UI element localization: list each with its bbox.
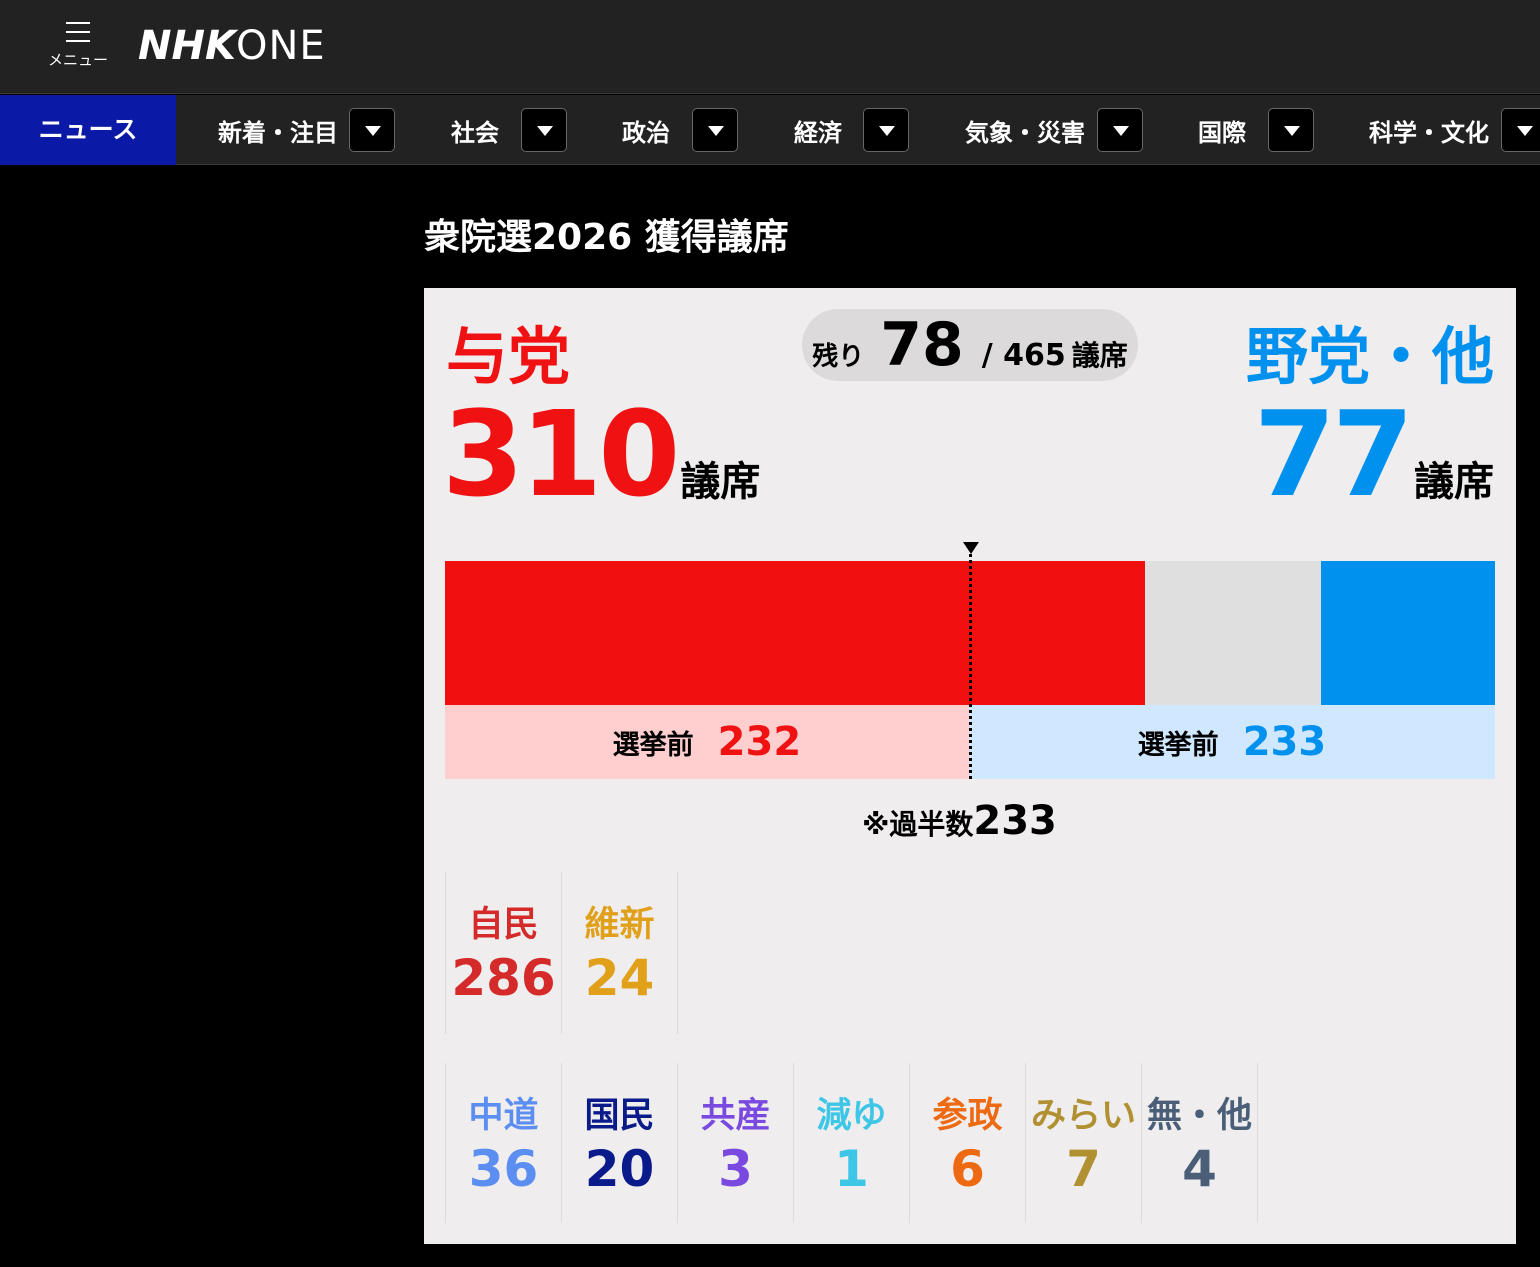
remaining-seats-pill: 残り 78 / 465 議席 bbox=[802, 309, 1138, 381]
ruling-seat-number: 310 bbox=[442, 385, 680, 523]
nav-item-science-culture: 科学・文化 bbox=[1369, 95, 1540, 165]
party-cell[interactable]: 中道 36 bbox=[445, 1063, 562, 1223]
caret-down-icon bbox=[537, 126, 553, 136]
party-seats: 6 bbox=[950, 1140, 985, 1198]
opposition-seat-number: 77 bbox=[1253, 385, 1414, 523]
party-seats: 3 bbox=[718, 1140, 753, 1198]
majority-marker-icon bbox=[963, 542, 979, 554]
nav-dropdown-button[interactable] bbox=[521, 108, 567, 152]
party-cell[interactable]: みらい 7 bbox=[1025, 1063, 1142, 1223]
opposition-seat-count: 77 議席 bbox=[1254, 392, 1494, 516]
seat-bar-opposition bbox=[1321, 561, 1495, 705]
top-header: メニュー NHKONE bbox=[0, 0, 1540, 94]
nav-dropdown-button[interactable] bbox=[692, 108, 738, 152]
party-cell[interactable]: 維新 24 bbox=[561, 872, 678, 1034]
nav-item-new-featured: 新着・注目 bbox=[218, 95, 395, 165]
nav-item-label[interactable]: 新着・注目 bbox=[218, 118, 338, 147]
nav-item-weather-disaster: 気象・災害 bbox=[965, 95, 1143, 165]
party-name: 無・他 bbox=[1146, 1096, 1252, 1136]
caret-down-icon bbox=[1517, 126, 1533, 136]
caret-down-icon bbox=[365, 126, 381, 136]
majority-note: ※過半数233 bbox=[424, 798, 1474, 844]
logo-nhk-text: NHK bbox=[138, 23, 236, 69]
party-name: みらい bbox=[1030, 1096, 1136, 1136]
previous-opposition-value: 233 bbox=[1242, 719, 1327, 765]
opposition-parties-row: 中道 36 国民 20 共産 3 減ゆ 1 参政 6 みらい 7 無・他 4 bbox=[445, 1063, 1258, 1223]
logo-one-text: ONE bbox=[235, 23, 326, 69]
ruling-coalition-label: 与党 bbox=[446, 320, 571, 393]
page-title: 衆院選2026 獲得議席 bbox=[424, 217, 789, 258]
category-nav: ニュース 新着・注目 社会 政治 経済 気象・災害 国際 科学・文化 bbox=[0, 95, 1540, 165]
party-cell[interactable]: 自民 286 bbox=[445, 872, 562, 1034]
previous-ruling-box: 選挙前 232 bbox=[445, 705, 969, 779]
party-seats: 7 bbox=[1066, 1140, 1101, 1198]
remaining-label: 残り bbox=[812, 342, 865, 372]
party-seats: 20 bbox=[584, 1140, 655, 1198]
nav-item-international: 国際 bbox=[1198, 95, 1314, 165]
nhk-one-logo[interactable]: NHKONE bbox=[138, 24, 326, 68]
opposition-seat-unit: 議席 bbox=[1414, 459, 1494, 505]
party-seats: 36 bbox=[468, 1140, 539, 1198]
nav-dropdown-button[interactable] bbox=[863, 108, 909, 152]
seat-results-card: 与党 野党・他 残り 78 / 465 議席 310 議席 77 議席 選挙前 23… bbox=[424, 288, 1516, 1244]
nav-tab-news[interactable]: ニュース bbox=[0, 95, 176, 165]
nav-item-politics: 政治 bbox=[622, 95, 738, 165]
seat-bar-ruling bbox=[445, 561, 1145, 705]
nav-item-label[interactable]: 気象・災害 bbox=[965, 118, 1085, 147]
majority-value: 233 bbox=[973, 798, 1057, 844]
previous-label: 選挙前 bbox=[612, 729, 694, 761]
majority-line bbox=[969, 554, 972, 779]
party-name: 自民 bbox=[468, 905, 539, 945]
party-name: 中道 bbox=[468, 1096, 539, 1136]
previous-opposition-box: 選挙前 233 bbox=[968, 705, 1495, 779]
caret-down-icon bbox=[1284, 126, 1300, 136]
party-seats: 1 bbox=[834, 1140, 869, 1198]
caret-down-icon bbox=[708, 126, 724, 136]
total-seats-text: / 465 bbox=[981, 338, 1066, 373]
previous-seats-row: 選挙前 232 選挙前 233 bbox=[445, 705, 1495, 779]
majority-label: ※過半数 bbox=[862, 808, 974, 841]
opposition-label: 野党・他 bbox=[1245, 320, 1494, 393]
nav-dropdown-button[interactable] bbox=[1501, 108, 1540, 152]
nav-dropdown-button[interactable] bbox=[1097, 108, 1143, 152]
party-seats: 4 bbox=[1182, 1140, 1217, 1198]
nav-dropdown-button[interactable] bbox=[349, 108, 395, 152]
nav-item-label[interactable]: 科学・文化 bbox=[1369, 118, 1489, 147]
ruling-seat-count: 310 議席 bbox=[442, 392, 760, 516]
total-seats-unit: 議席 bbox=[1071, 339, 1128, 372]
party-name: 減ゆ bbox=[816, 1096, 887, 1136]
ruling-parties-row: 自民 286 維新 24 bbox=[445, 872, 678, 1034]
party-name: 維新 bbox=[584, 905, 655, 945]
nav-item-label[interactable]: 社会 bbox=[451, 118, 499, 147]
nav-item-label[interactable]: 国際 bbox=[1198, 118, 1246, 147]
ruling-seat-unit: 議席 bbox=[680, 459, 761, 505]
nav-item-label[interactable]: 経済 bbox=[794, 118, 842, 147]
party-cell[interactable]: 減ゆ 1 bbox=[793, 1063, 910, 1223]
caret-down-icon bbox=[879, 126, 895, 136]
party-name: 国民 bbox=[584, 1096, 655, 1136]
party-cell[interactable]: 共産 3 bbox=[677, 1063, 794, 1223]
party-seats: 24 bbox=[584, 949, 655, 1007]
menu-button[interactable]: メニュー bbox=[40, 18, 116, 80]
previous-ruling-value: 232 bbox=[717, 719, 802, 765]
nav-item-economy: 経済 bbox=[794, 95, 909, 165]
nav-item-society: 社会 bbox=[451, 95, 567, 165]
party-seats: 286 bbox=[451, 949, 556, 1007]
nav-item-label[interactable]: 政治 bbox=[622, 118, 670, 147]
party-cell[interactable]: 参政 6 bbox=[909, 1063, 1026, 1223]
remaining-value: 78 bbox=[880, 310, 964, 380]
party-name: 共産 bbox=[700, 1096, 771, 1136]
party-name: 参政 bbox=[932, 1096, 1003, 1136]
party-cell[interactable]: 国民 20 bbox=[561, 1063, 678, 1223]
nav-dropdown-button[interactable] bbox=[1268, 108, 1314, 152]
caret-down-icon bbox=[1113, 126, 1129, 136]
menu-label: メニュー bbox=[47, 51, 108, 69]
hamburger-icon bbox=[66, 22, 90, 42]
party-cell[interactable]: 無・他 4 bbox=[1141, 1063, 1258, 1223]
previous-label: 選挙前 bbox=[1137, 729, 1219, 761]
